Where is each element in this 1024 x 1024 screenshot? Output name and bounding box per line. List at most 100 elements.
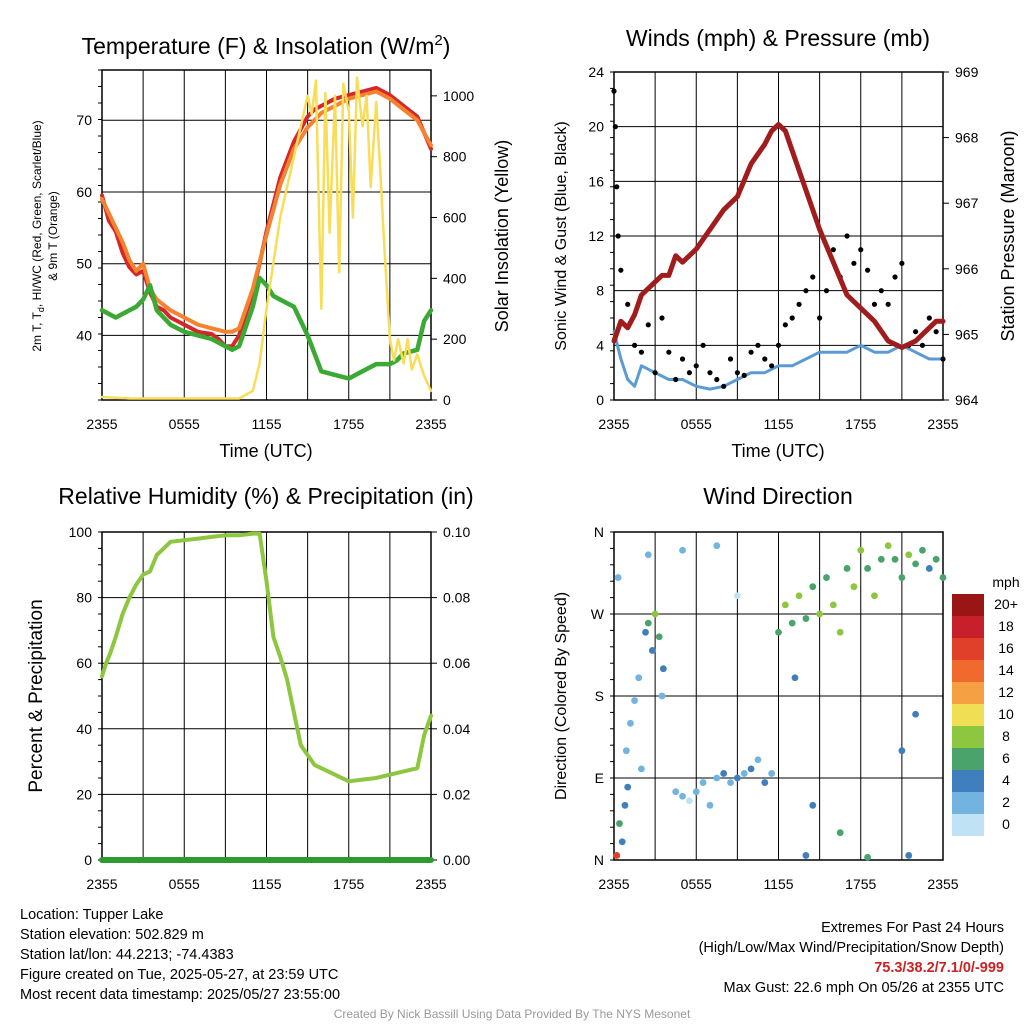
wind-direction-point bbox=[829, 601, 837, 609]
wind-direction-point bbox=[648, 647, 656, 654]
rh-ytick-label: 60 bbox=[76, 655, 92, 671]
wind-xtick-label: 0555 bbox=[681, 416, 712, 432]
wind-direction-point bbox=[857, 546, 865, 554]
extremes-title: Extremes For Past 24 Hours bbox=[821, 920, 1004, 936]
gust-point bbox=[775, 342, 782, 348]
legend-swatch bbox=[952, 638, 984, 660]
wind-direction-point bbox=[884, 542, 892, 550]
station-location: Location: Tupper Lake bbox=[20, 907, 164, 923]
legend-label: 4 bbox=[1002, 772, 1010, 788]
wind-direction-point bbox=[823, 574, 830, 581]
gust-point bbox=[679, 356, 686, 362]
gust-point bbox=[625, 301, 631, 307]
wind-direction-point bbox=[727, 779, 734, 786]
gust-point bbox=[865, 267, 871, 273]
wind-direction-point bbox=[843, 565, 851, 572]
temp-xtick-label: 1755 bbox=[333, 416, 364, 432]
temp-xtick-label: 0555 bbox=[169, 416, 200, 432]
gust-point bbox=[769, 363, 775, 369]
gust-point bbox=[830, 247, 836, 253]
wdir-xtick-label: 1755 bbox=[845, 876, 876, 892]
wind-direction-point bbox=[898, 747, 906, 755]
wind-direction-point bbox=[699, 779, 707, 786]
gust-point bbox=[741, 372, 747, 378]
temp-xaxis-label: Time (UTC) bbox=[219, 441, 312, 461]
gust-point bbox=[714, 376, 720, 383]
gust-point bbox=[614, 184, 620, 190]
rh-y2tick-label: 0.02 bbox=[443, 786, 470, 802]
station-latlon: Station lat/lon: 44.2213; -74.4383 bbox=[20, 947, 234, 963]
gust-point bbox=[727, 356, 734, 362]
wind-ytick-label: 12 bbox=[588, 228, 604, 244]
rh-xtick-label: 2355 bbox=[415, 876, 446, 892]
wind-direction-point bbox=[864, 565, 872, 572]
wind-direction-point bbox=[768, 770, 776, 777]
gust-point bbox=[638, 349, 645, 355]
rh-ytick-label: 80 bbox=[76, 590, 92, 606]
wind-chart-title: Winds (mph) & Pressure (mb) bbox=[626, 25, 930, 51]
wind-y2tick-label: 964 bbox=[955, 392, 979, 408]
gust-point bbox=[871, 301, 878, 307]
wind-ytick-label: 4 bbox=[596, 337, 604, 353]
wind-direction-panel: Wind Direction Direction (Colored By Spe… bbox=[553, 483, 1020, 892]
legend-label: 0 bbox=[1002, 816, 1010, 832]
rh-ytick-label: 0 bbox=[84, 852, 92, 868]
gust-point bbox=[666, 349, 672, 355]
gust-point bbox=[844, 233, 850, 239]
gust-point bbox=[721, 383, 727, 389]
gust-point bbox=[858, 247, 864, 253]
station-elevation: Station elevation: 502.829 m bbox=[20, 927, 204, 943]
legend-swatch bbox=[952, 814, 984, 836]
wind-direction-point bbox=[659, 665, 667, 673]
rh-yaxis-label: Percent & Precipitation bbox=[26, 599, 47, 792]
gust-point bbox=[755, 342, 761, 348]
temp-xtick-label: 2355 bbox=[415, 416, 446, 432]
wind-direction-point bbox=[740, 770, 748, 777]
extremes-box: Extremes For Past 24 Hours (High/Low/Max… bbox=[699, 918, 1004, 998]
wind-direction-point bbox=[618, 838, 626, 846]
rh-y2tick-label: 0.06 bbox=[443, 655, 470, 671]
temp-y2tick-label: 800 bbox=[443, 149, 467, 165]
legend-label: 16 bbox=[998, 640, 1014, 656]
legend-label: 2 bbox=[1002, 794, 1010, 810]
rh-ytick-label: 40 bbox=[76, 721, 92, 737]
wind-direction-point bbox=[939, 574, 947, 581]
wind-y2tick-label: 969 bbox=[955, 64, 979, 80]
gust-point bbox=[659, 315, 665, 321]
wind-ytick-label: 24 bbox=[588, 64, 604, 80]
gust-point bbox=[612, 124, 618, 130]
gust-point bbox=[878, 288, 884, 294]
wind-direction-point bbox=[635, 674, 643, 682]
wind-y2tick-label: 968 bbox=[955, 130, 979, 146]
wdir-chart-title: Wind Direction bbox=[703, 483, 853, 509]
gust-point bbox=[686, 370, 692, 376]
wind-direction-point bbox=[679, 792, 686, 800]
wind-direction-point bbox=[791, 674, 799, 682]
rh-xtick-label: 1755 bbox=[333, 876, 364, 892]
gust-point bbox=[823, 288, 830, 294]
humidity-panel: Relative Humidity (%) & Precipitation (i… bbox=[26, 483, 474, 892]
gust-point bbox=[618, 267, 624, 273]
legend-label: 8 bbox=[1002, 728, 1010, 744]
wind-direction-point bbox=[720, 770, 728, 777]
legend-swatch bbox=[952, 726, 984, 748]
gust-point bbox=[762, 356, 768, 362]
legend-title: mph bbox=[992, 574, 1019, 590]
wind-direction-point bbox=[877, 555, 885, 563]
gust-point bbox=[782, 322, 788, 328]
wind-direction-point bbox=[905, 852, 913, 859]
gust-point bbox=[803, 288, 809, 294]
temp-ytick-label: 60 bbox=[76, 184, 92, 200]
gust-point bbox=[892, 274, 898, 280]
wind-direction-point bbox=[932, 555, 940, 563]
wdir-plot-frame bbox=[613, 531, 944, 861]
rh-ytick-label: 20 bbox=[76, 786, 92, 802]
wind-direction-point bbox=[713, 774, 721, 782]
dewpoint-line bbox=[99, 275, 434, 381]
rh-ytick-label: 100 bbox=[69, 524, 93, 540]
legend-label: 18 bbox=[998, 618, 1014, 634]
figure-created: Figure created on Tue, 2025-05-27, at 23… bbox=[20, 967, 339, 983]
wdir-xtick-label: 0555 bbox=[681, 876, 712, 892]
rh-y2tick-label: 0.10 bbox=[443, 524, 470, 540]
wind-direction-point bbox=[795, 592, 803, 600]
